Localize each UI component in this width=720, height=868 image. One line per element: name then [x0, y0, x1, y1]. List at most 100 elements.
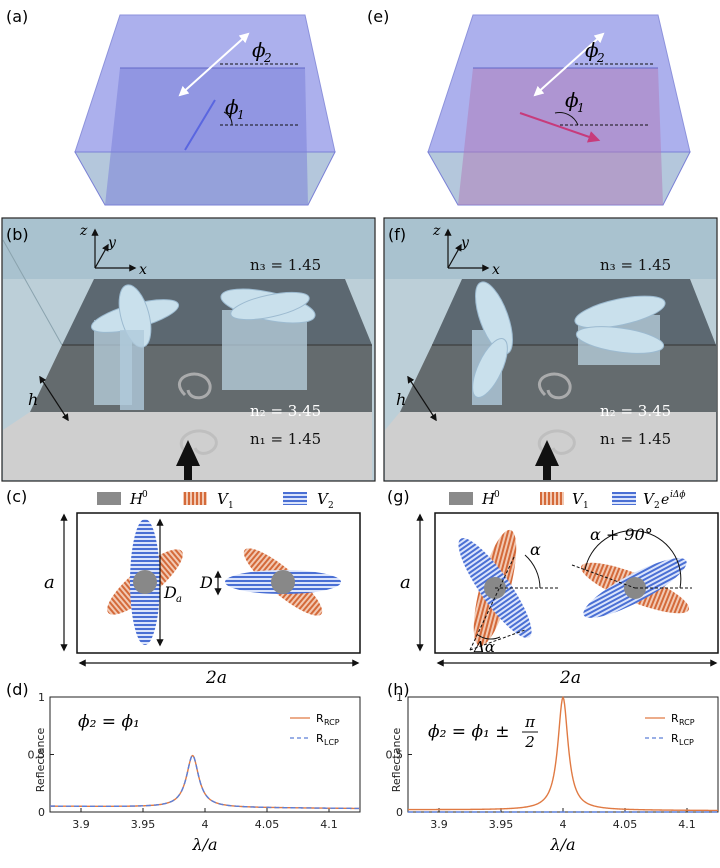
axes-f: z y x — [432, 223, 500, 278]
svg-text:RCP: RCP — [679, 718, 695, 727]
x-tick-label: 3.9 — [72, 818, 90, 831]
inner-plane-e — [458, 68, 663, 205]
h-dimension-f — [407, 375, 437, 422]
x-tick-label: 3.95 — [489, 818, 514, 831]
svg-text:π: π — [524, 713, 536, 731]
panel-label-h: (h) — [387, 680, 410, 699]
svg-text:2: 2 — [524, 733, 535, 751]
panel-label-g: (g) — [387, 487, 410, 506]
chart-h: 3.9 3.95 4 4.05 4.1 0 0.5 1 — [386, 691, 718, 831]
svg-text:a: a — [44, 572, 55, 593]
svg-text:1: 1 — [583, 501, 589, 511]
x-tick-label: 3.9 — [430, 818, 448, 831]
h-dimension-b — [39, 375, 69, 422]
svg-text:h: h — [396, 390, 406, 409]
svg-text:V: V — [572, 490, 585, 508]
svg-text:Δα: Δα — [473, 638, 495, 656]
n2-label-f: n₂ = 3.45 — [600, 402, 671, 420]
svg-text:z: z — [432, 223, 441, 239]
svg-text:0: 0 — [494, 490, 500, 500]
alpha-arc-g — [524, 554, 541, 589]
inner-plane-a — [105, 68, 308, 205]
phi1-arrow-e — [519, 112, 601, 143]
panel-f: z y x (f) h n₃ = 1.45 n₂ = 3.45 n₁ = 1.4… — [383, 217, 718, 482]
x-tick-label: 4.1 — [320, 818, 338, 831]
panel-a: (a) ϕ 2 ϕ 1 — [6, 7, 336, 206]
legend-rcp-label-d: R — [316, 712, 324, 725]
legend-V1-swatch-g — [540, 492, 564, 505]
svg-text:D: D — [199, 573, 213, 592]
spiral-decoration-b — [177, 372, 218, 457]
panel-c: (c) H 0 V 1 V 2 D a D a 2a — [6, 487, 361, 688]
svg-text:y: y — [460, 235, 470, 251]
panel-d: (d) 3.9 3.95 4 4.05 4.1 0 0.5 1 Reflectance λ/a… — [6, 680, 361, 854]
panel-h: (h) 3.9 3.95 4 4.05 4.1 0 0.5 1 Reflectance λ/a… — [386, 680, 719, 854]
ylabel-d: Reflectance — [34, 728, 47, 793]
y-tick-label: 0.5 — [386, 749, 404, 762]
n1-label-b: n₁ = 1.45 — [250, 430, 321, 448]
svg-text:1: 1 — [237, 108, 245, 122]
phi2-label-e: ϕ — [585, 38, 599, 62]
meta-atom-right-c — [225, 548, 341, 616]
legend-V1-swatch-c — [183, 492, 207, 505]
pillar-left-f — [472, 281, 513, 405]
n3-label-b: n₃ = 1.45 — [250, 256, 321, 274]
y-tick-label: 1 — [396, 691, 403, 704]
panel-label-b: (b) — [6, 225, 29, 244]
svg-text:2: 2 — [654, 501, 660, 511]
svg-text:LCP: LCP — [324, 738, 339, 747]
y-tick-label: 0 — [396, 806, 403, 819]
svg-text:a: a — [400, 572, 411, 593]
svg-text:H: H — [481, 490, 496, 508]
series-line-lcp — [50, 754, 361, 810]
panel-label-c: (c) — [6, 487, 27, 506]
n3-label-f: n₃ = 1.45 — [600, 256, 671, 274]
phi1-label-e: ϕ — [565, 88, 579, 112]
svg-text:LCP: LCP — [679, 738, 694, 747]
axes-b: z y x — [79, 223, 147, 278]
panel-label-d: (d) — [6, 680, 29, 699]
x-tick-label: 4.1 — [678, 818, 696, 831]
delta-alpha-arc-g — [477, 634, 501, 640]
legend-rcp-label-h: R — [671, 712, 679, 725]
panel-label-a: (a) — [6, 7, 28, 26]
layer-n1-f — [385, 412, 716, 480]
svg-text:D: D — [163, 583, 177, 602]
legend-H-swatch-c — [97, 492, 121, 505]
series-line-rcp — [408, 695, 718, 812]
svg-text:e: e — [661, 492, 669, 508]
x-tick-label: 3.95 — [131, 818, 156, 831]
incident-arrow-b — [184, 465, 192, 480]
svg-text:2: 2 — [596, 51, 605, 65]
svg-text:H: H — [129, 490, 144, 508]
phi2-arrow-e — [533, 32, 605, 97]
incident-arrow-f — [543, 465, 551, 480]
svg-text:1: 1 — [228, 501, 234, 511]
panel-label-f: (f) — [388, 225, 406, 244]
svg-text:0: 0 — [142, 490, 148, 500]
svg-text:2a: 2a — [559, 668, 581, 688]
y-tick-label: 0 — [38, 806, 45, 819]
n2-label-b: n₂ = 3.45 — [250, 402, 321, 420]
legend-lcp-label-h: R — [671, 732, 679, 745]
xlabel-h: λ/a — [549, 835, 575, 854]
svg-text:h: h — [28, 390, 38, 409]
pillar-right-f — [574, 295, 666, 365]
spiral-decoration-f — [537, 372, 576, 457]
phi2-label-a: ϕ — [252, 38, 266, 62]
meta-atom-left-c — [107, 519, 183, 645]
panel-label-e: (e) — [367, 7, 389, 26]
svg-text:2: 2 — [328, 501, 334, 511]
svg-text:RCP: RCP — [324, 718, 340, 727]
legend-V2-swatch-c — [283, 492, 307, 505]
svg-text:x: x — [492, 262, 500, 278]
pillar-left-b — [90, 284, 180, 410]
svg-text:V: V — [643, 490, 656, 508]
legend-V2-swatch-g — [612, 492, 636, 505]
y-tick-label: 0.5 — [28, 749, 46, 762]
phi2-arrow-a — [178, 32, 250, 97]
x-tick-label: 4.05 — [613, 818, 638, 831]
axis-x-label: x — [139, 262, 147, 278]
legend-lcp-label-d: R — [316, 732, 324, 745]
